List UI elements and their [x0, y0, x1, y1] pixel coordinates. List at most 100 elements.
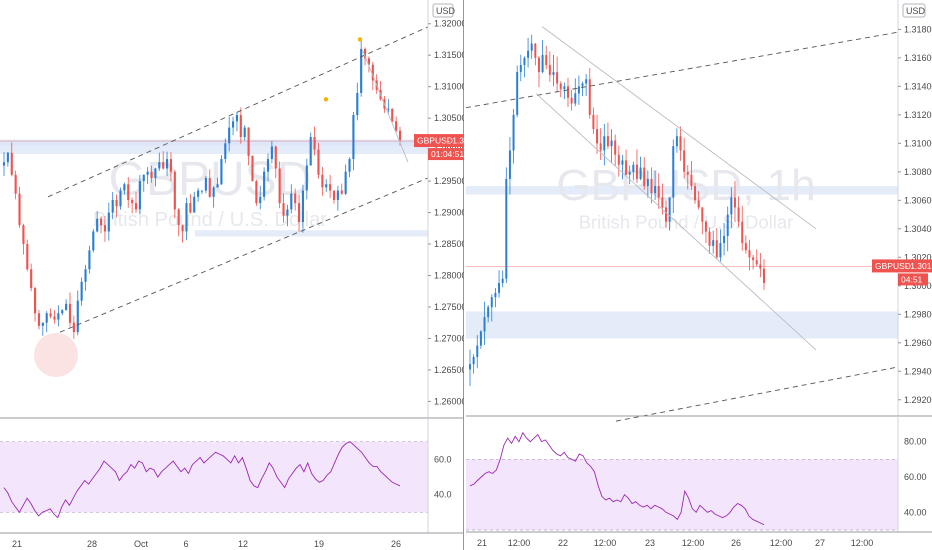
currency-label: USD — [906, 6, 926, 16]
watermark-subtitle: British Pound / U.S. Dollar — [93, 209, 327, 231]
candle — [632, 164, 635, 172]
price-tick-label: 1.30800 — [904, 167, 932, 177]
price-tag-value: - 1.30136 — [447, 136, 464, 146]
trend-line — [541, 26, 817, 230]
price-tick-label: 1.30000 — [904, 281, 932, 291]
candle — [498, 282, 501, 293]
candle — [18, 193, 21, 226]
candle — [541, 55, 544, 73]
price-tick-label: 1.31000 — [904, 138, 932, 148]
candle — [657, 186, 660, 198]
price-tag-box — [872, 259, 932, 273]
candle — [639, 167, 642, 179]
currency-badge — [432, 3, 454, 18]
time-tick-label: 19 — [314, 539, 324, 549]
price-tag-symbol: GBPUSD — [417, 136, 453, 146]
candle — [391, 108, 394, 122]
candle — [398, 130, 402, 141]
candle — [33, 288, 37, 314]
candle — [512, 114, 515, 151]
candle — [708, 231, 711, 246]
candle — [581, 83, 584, 87]
candle — [30, 269, 33, 289]
candle — [752, 257, 755, 261]
candle — [92, 231, 95, 251]
candle — [487, 307, 490, 318]
candle — [329, 184, 332, 191]
rsi-tick-label: 40.0 — [434, 490, 452, 500]
candle — [534, 43, 537, 58]
candle — [26, 244, 29, 270]
candle — [84, 269, 87, 282]
candle — [107, 212, 110, 232]
candle — [243, 127, 246, 138]
candle — [744, 243, 747, 251]
candle — [733, 197, 736, 208]
candle — [57, 313, 60, 320]
price-tick-label: 1.32000 — [434, 19, 464, 29]
trend-line-dashed — [59, 177, 429, 333]
candle — [154, 168, 157, 178]
candle — [483, 317, 486, 332]
candle — [162, 162, 165, 169]
candle — [259, 196, 262, 204]
candle — [286, 209, 289, 216]
candle — [356, 92, 359, 116]
candle — [305, 165, 308, 191]
currency-label: USD — [436, 6, 456, 16]
candle — [737, 207, 740, 222]
candle — [45, 313, 48, 323]
trend-line — [535, 93, 817, 351]
candle — [131, 199, 134, 204]
right-chart-panel[interactable]: GBPUSD, 1h British Pound / U.S. Dollar 1.3… — [466, 0, 932, 550]
time-tick-label: 22 — [558, 538, 568, 548]
highlight-circle — [34, 333, 78, 377]
candle — [158, 162, 161, 169]
price-tag-symbol: GBPUSD — [875, 261, 911, 271]
trend-line-dashed — [615, 366, 899, 422]
price-tick-label: 1.30600 — [904, 195, 932, 205]
candle — [10, 152, 13, 175]
price-tick-label: 1.29000 — [434, 208, 464, 218]
candle — [694, 186, 697, 201]
support-zone — [466, 311, 898, 339]
candle — [367, 58, 371, 65]
price-tick-label: 1.28500 — [434, 239, 464, 249]
candle — [72, 322, 75, 333]
candle — [690, 174, 693, 187]
candle — [679, 136, 682, 151]
price-tick-label: 1.29400 — [904, 366, 932, 376]
trend-line-dashed — [466, 31, 899, 109]
candle — [755, 260, 758, 265]
price-tick-label: 1.29500 — [434, 176, 464, 186]
candle — [263, 171, 266, 197]
rsi-tick-label: 80.00 — [904, 437, 927, 447]
price-tick-label: 1.30400 — [904, 224, 932, 234]
left-chart-svg[interactable]: GBPUSD British Pound / U.S. Dollar 1.32000… — [0, 0, 464, 550]
time-tick-label: 28 — [87, 539, 97, 549]
candle — [505, 178, 508, 279]
time-tick-label: 12 — [238, 539, 248, 549]
candle — [672, 146, 675, 198]
candle — [317, 149, 320, 175]
left-chart-panel[interactable]: GBPUSD British Pound / U.S. Dollar 1.32000… — [0, 0, 464, 550]
price-tick-label: 1.26500 — [434, 365, 464, 375]
countdown-label: 04:51 — [901, 274, 923, 284]
candle — [501, 278, 504, 283]
candle — [548, 64, 551, 75]
candle — [614, 140, 617, 155]
candle — [216, 184, 219, 188]
time-tick-label: 12:00 — [508, 538, 531, 548]
candle — [516, 72, 519, 115]
price-tick-label: 1.28000 — [434, 271, 464, 281]
candle — [603, 136, 606, 151]
candle — [596, 129, 599, 144]
price-tick-label: 1.27000 — [434, 333, 464, 343]
candle — [189, 203, 192, 213]
candle — [570, 97, 573, 104]
candle — [654, 186, 657, 194]
candle — [61, 310, 64, 314]
candle — [336, 190, 339, 200]
candle — [208, 177, 211, 197]
